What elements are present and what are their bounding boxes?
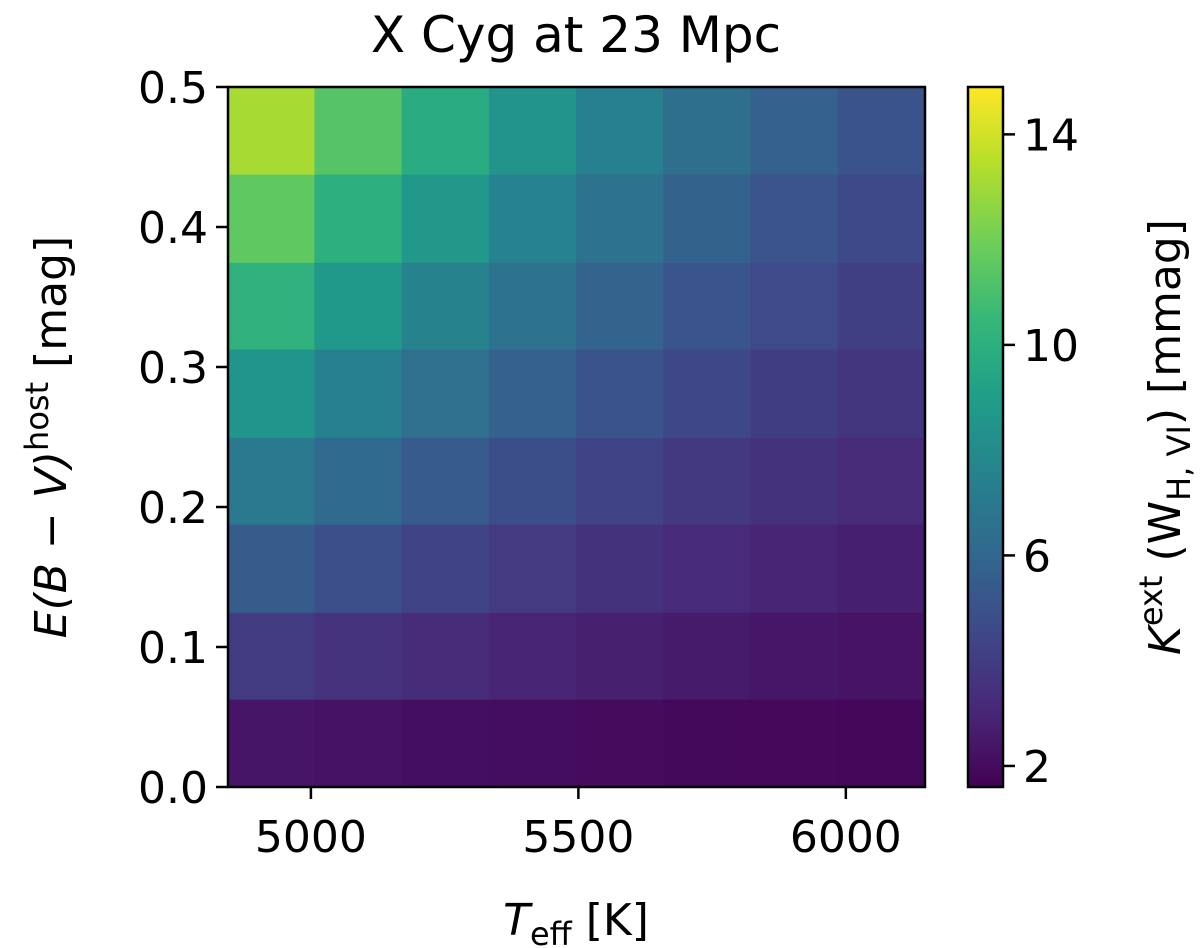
- heatmap-cell: [576, 261, 665, 350]
- heatmap-cell: [227, 174, 316, 263]
- y-axis-label: E(B − V)host [mag]: [18, 236, 77, 638]
- heatmap-cell: [401, 611, 490, 700]
- heatmap-cell: [837, 261, 926, 350]
- y-label-part: [mag]: [26, 236, 77, 382]
- heatmap-cell: [576, 436, 665, 525]
- heatmap-cell: [663, 261, 752, 350]
- cbar-label-part: (W: [1140, 501, 1191, 576]
- heatmap-cell: [488, 611, 577, 700]
- heatmap-cell: [837, 349, 926, 438]
- colorbar-fill: [966, 85, 1005, 789]
- heatmap-cell: [227, 436, 316, 525]
- heatmap-cell: [663, 174, 752, 263]
- colorbar-tick-label: 2: [1023, 742, 1051, 793]
- heatmap-cell: [488, 699, 577, 788]
- heatmap-cell: [837, 174, 926, 263]
- heatmap-cell: [314, 611, 403, 700]
- heatmap-cell: [837, 611, 926, 700]
- heatmap-cell: [227, 86, 316, 175]
- heatmap-cell: [837, 699, 926, 788]
- heatmap-cell: [576, 86, 665, 175]
- y-tick-label: 0.1: [138, 623, 208, 674]
- heatmap-cell: [750, 86, 839, 175]
- heatmap-cell: [663, 86, 752, 175]
- heatmap-cell: [314, 349, 403, 438]
- heatmap: [227, 86, 926, 788]
- heatmap-cell: [488, 174, 577, 263]
- colorbar-tick-label: 6: [1023, 531, 1051, 582]
- heatmap-cell: [227, 699, 316, 788]
- heatmap-cell: [401, 261, 490, 350]
- colorbar-label: Kext (WH, VI) [mmag]: [1132, 219, 1198, 655]
- heatmap-cell: [576, 524, 665, 613]
- heatmap-cell: [401, 436, 490, 525]
- y-label-part: E(B − V): [26, 451, 77, 638]
- heatmap-cell: [227, 524, 316, 613]
- x-tick-label: 5000: [255, 812, 367, 863]
- heatmap-cell: [663, 349, 752, 438]
- heatmap-cell: [750, 699, 839, 788]
- heatmap-cell: [488, 524, 577, 613]
- cbar-label-sub: H, VI: [1160, 425, 1198, 501]
- heatmap-cell: [314, 436, 403, 525]
- plot-frame: [226, 85, 927, 789]
- heatmap-cell: [314, 261, 403, 350]
- chart-title: X Cyg at 23 Mpc: [371, 6, 781, 64]
- heatmap-cell: [314, 699, 403, 788]
- heatmap-cell: [227, 261, 316, 350]
- heatmap-cell: [576, 174, 665, 263]
- x-label-sub: eff: [530, 915, 573, 948]
- heatmap-cell: [314, 174, 403, 263]
- heatmap-cell: [750, 611, 839, 700]
- heatmap-cell: [837, 436, 926, 525]
- heatmap-cell: [576, 699, 665, 788]
- x-axis-label: Teff [K]: [503, 895, 649, 948]
- heatmap-cell: [401, 349, 490, 438]
- heatmap-cell: [750, 436, 839, 525]
- heatmap-cell: [750, 524, 839, 613]
- heatmap-cell: [750, 261, 839, 350]
- colorbar: [966, 85, 1005, 789]
- y-tick-label: 0.0: [138, 763, 208, 814]
- y-tick-label: 0.3: [138, 343, 208, 394]
- heatmap-cell: [314, 524, 403, 613]
- heatmap-cell: [837, 524, 926, 613]
- heatmap-cell: [750, 349, 839, 438]
- heatmap-cell: [401, 699, 490, 788]
- heatmap-cell: [663, 524, 752, 613]
- cbar-label-sup: ext: [1132, 576, 1170, 627]
- heatmap-cell: [314, 86, 403, 175]
- heatmap-cell: [401, 524, 490, 613]
- cbar-label-part: K: [1140, 623, 1191, 655]
- heatmap-cell: [488, 349, 577, 438]
- y-tick-label: 0.4: [138, 203, 208, 254]
- x-tick-label: 5500: [522, 812, 634, 863]
- heatmap-cell: [663, 436, 752, 525]
- heatmap-cell: [227, 349, 316, 438]
- heatmap-cell: [488, 86, 577, 175]
- heatmap-cell: [401, 174, 490, 263]
- heatmap-cell: [663, 611, 752, 700]
- heatmap-cell: [488, 436, 577, 525]
- heatmap-cell: [576, 611, 665, 700]
- y-label-sup: host: [18, 382, 56, 451]
- heatmap-cell: [663, 699, 752, 788]
- heatmap-cell: [576, 349, 665, 438]
- cbar-label-part: ) [mmag]: [1140, 219, 1191, 425]
- heatmap-cell: [750, 174, 839, 263]
- x-label-part: T: [503, 895, 533, 946]
- colorbar-tick-label: 10: [1023, 321, 1079, 372]
- heatmap-cell: [488, 261, 577, 350]
- heatmap-cell: [837, 86, 926, 175]
- heatmap-cell: [401, 86, 490, 175]
- colorbar-tick-label: 14: [1023, 110, 1079, 161]
- x-label-part: [K]: [572, 895, 649, 946]
- y-tick-label: 0.5: [138, 63, 208, 114]
- x-tick-label: 6000: [790, 812, 902, 863]
- y-tick-label: 0.2: [138, 483, 208, 534]
- heatmap-cell: [227, 611, 316, 700]
